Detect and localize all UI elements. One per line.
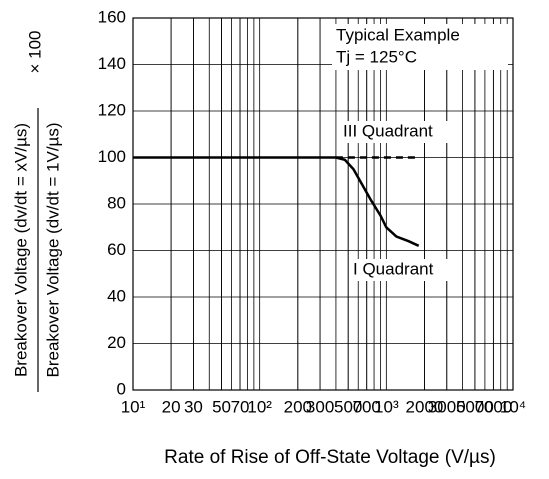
y-tick-label: 60 <box>107 240 126 259</box>
x-tick-label: 3000 <box>428 397 466 416</box>
x-tick-label: 20 <box>162 397 181 416</box>
y-tick-label: 40 <box>107 286 126 305</box>
x-tick-label: 10³ <box>374 397 399 416</box>
series-label: III Quadrant <box>343 121 433 140</box>
x-tick-label: 10⁴ <box>500 397 526 416</box>
series-line <box>133 156 420 247</box>
x-tick-label: 10² <box>247 397 272 416</box>
annotation: Typical Example <box>336 25 460 44</box>
x-tick-label: 50 <box>212 397 231 416</box>
y-tick-label: 160 <box>98 7 126 26</box>
x-axis-label: Rate of Rise of Off-State Voltage (V/µs) <box>164 447 496 468</box>
plot-frame <box>132 17 514 391</box>
y-tick-label: 20 <box>107 333 126 352</box>
x-tick-label: 70 <box>231 397 250 416</box>
series-label-bg <box>349 259 449 281</box>
x-tick-label: 10¹ <box>121 397 146 416</box>
annotation: Tj = 125°C <box>336 47 417 66</box>
x-tick-label: 2000 <box>406 397 444 416</box>
y-tick-label: 140 <box>98 54 126 73</box>
x-tick-label: 700 <box>353 397 381 416</box>
y-axis-label-multiplier: × 100 <box>25 30 44 73</box>
y-tick-label: 0 <box>117 379 126 398</box>
y-tick-label: 100 <box>98 147 126 166</box>
y-axis-label-denominator: Breakover Voltage (dv/dt = 1V/µs) <box>43 122 62 377</box>
x-tick-label: 5000 <box>456 397 494 416</box>
series-label: I Quadrant <box>353 259 434 278</box>
x-tick-label: 500 <box>334 397 362 416</box>
y-tick-label: 120 <box>98 100 126 119</box>
y-axis-label-numerator: Breakover Voltage (dv/dt = xV/µs) <box>11 123 30 377</box>
series-label-bg <box>339 121 457 143</box>
y-tick-label: 80 <box>107 193 126 212</box>
x-tick-label: 200 <box>284 397 312 416</box>
annotation-bg <box>332 24 508 70</box>
x-tick-label: 30 <box>184 397 203 416</box>
x-tick-label: 7000 <box>474 397 512 416</box>
x-tick-label: 300 <box>306 397 334 416</box>
